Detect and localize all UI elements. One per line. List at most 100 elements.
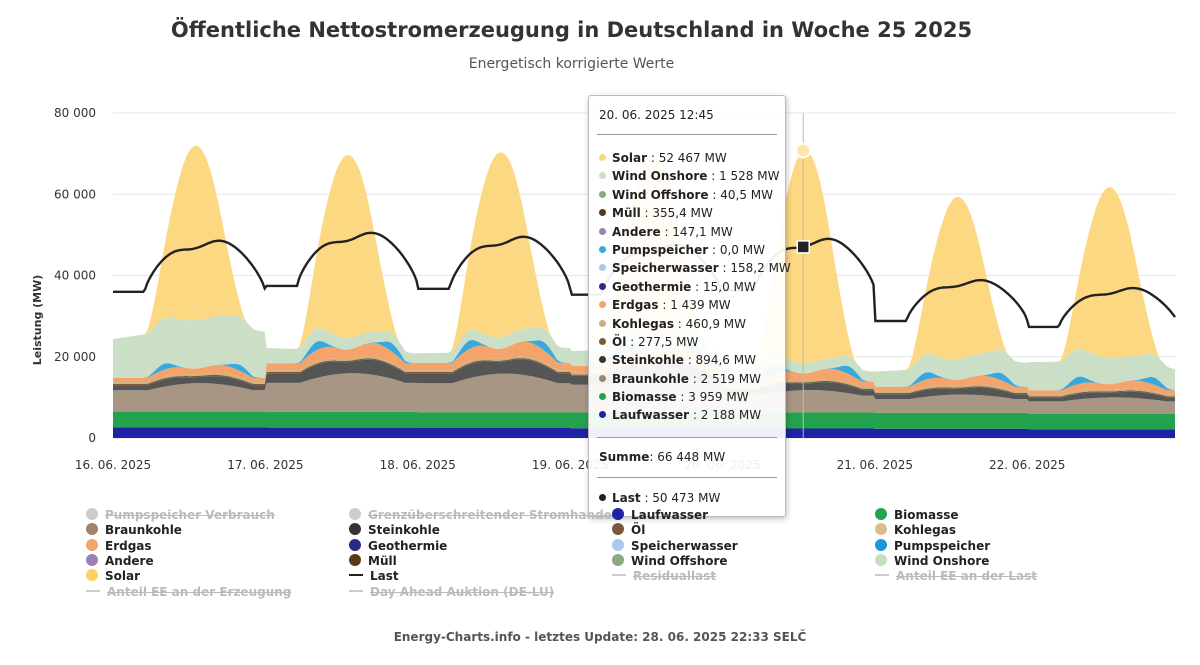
x-tick-label: 17. 06. 2025: [227, 458, 303, 472]
legend-line-icon: [349, 589, 363, 592]
legend-label: Solar: [105, 569, 141, 584]
tooltip-row-sep: :: [708, 187, 721, 202]
legend-label: Residuallast: [633, 569, 717, 584]
legend-label: Pumpspeicher: [894, 538, 991, 553]
tooltip-row-value: 3 959 MW: [688, 390, 749, 405]
chart-title: Öffentliche Nettostromerzeugung in Deuts…: [170, 18, 973, 42]
legend-item[interactable]: Andere: [86, 553, 154, 568]
legend-label: Day Ahead Auktion (DE-LU): [370, 584, 555, 599]
tooltip-row-label: Wind Offshore: [612, 187, 709, 202]
tooltip-row: Geothermie : 15,0 MW: [599, 278, 791, 296]
tooltip-row-label: Braunkohle: [612, 371, 689, 386]
tooltip-timestamp: 20. 06. 2025 12:45: [599, 108, 714, 122]
tooltip-row-value: 15,0 MW: [703, 279, 756, 294]
legend-dot-icon: [86, 569, 98, 582]
legend-label: Müll: [368, 553, 397, 568]
tooltip-row-dot: [599, 282, 606, 290]
tooltip-row-value: 894,6 MW: [695, 353, 756, 368]
legend-label: Öl: [631, 523, 646, 538]
legend-dot-icon: [875, 523, 887, 536]
y-tick-label: 80 000: [54, 106, 96, 120]
legend-item[interactable]: Solar: [86, 569, 140, 583]
tooltip-row-label: Öl: [612, 334, 627, 349]
legend-label: Steinkohle: [368, 523, 440, 538]
tooltip-row: Steinkohle : 894,6 MW: [599, 351, 791, 369]
legend-item[interactable]: Anteil EE an der Last: [875, 569, 1037, 583]
tooltip-row-label: Müll: [612, 206, 641, 221]
legend-item[interactable]: Braunkohle: [86, 523, 182, 537]
legend-item[interactable]: Anteil EE an der Erzeugung: [86, 585, 291, 599]
tooltip-last-label: Last: [612, 491, 641, 505]
legend-line-icon: [612, 574, 626, 577]
tooltip-row-value: 0,0 MW: [719, 242, 765, 257]
legend-item[interactable]: Öl: [612, 523, 645, 537]
legend-item[interactable]: Steinkohle: [349, 523, 440, 537]
tooltip-row-sep: :: [676, 390, 689, 405]
legend-item[interactable]: Wind Onshore: [875, 553, 990, 568]
tooltip-row-dot: [599, 190, 606, 198]
tooltip-row-dot: [599, 337, 606, 345]
legend-dot-icon: [86, 523, 98, 536]
tooltip-row-value: 147,1 MW: [672, 224, 733, 239]
tooltip-row-sep: :: [708, 242, 720, 257]
legend-item[interactable]: Last: [349, 569, 399, 583]
tooltip-rows: Solar : 52 467 MW Wind Onshore : 1 528 MW…: [599, 149, 791, 425]
area-steinkohle: [113, 359, 1175, 402]
tooltip-sum-label: Summe: [599, 450, 650, 464]
tooltip-divider: [597, 437, 777, 438]
legend-label: Braunkohle: [105, 523, 182, 538]
tooltip-row-value: 2 519 MW: [700, 371, 762, 386]
tooltip-row-sep: :: [640, 206, 653, 221]
tooltip-row-label: Wind Onshore: [612, 169, 708, 184]
x-tick-labels: 16. 06. 2025 17. 06. 2025 18. 06. 2025 19. …: [75, 458, 1066, 472]
legend-item[interactable]: Biomasse: [875, 508, 959, 522]
legend-item[interactable]: Pumpspeicher Verbrauch: [86, 508, 275, 522]
tooltip-row-dot: [599, 227, 606, 235]
legend-line-icon: [875, 574, 889, 577]
legend-item[interactable]: Day Ahead Auktion (DE-LU): [349, 585, 554, 599]
hover-markers: [795, 113, 812, 438]
legend-item[interactable]: Geothermie: [349, 538, 447, 553]
legend-item[interactable]: Erdgas: [86, 538, 152, 553]
legend-label: Grenzüberschreitender Stromhandel: [368, 508, 616, 522]
tooltip-row-sep: :: [691, 279, 703, 294]
tooltip-row-value: 40,5 MW: [720, 187, 774, 202]
tooltip-row-dot: [599, 209, 606, 217]
area-pumpspeicher: [113, 340, 1175, 391]
tooltip-divider: [597, 477, 777, 478]
tooltip-row-sep: :: [673, 316, 686, 331]
tooltip-row-dot: [599, 154, 606, 161]
legend-item[interactable]: Grenzüberschreitender Stromhandel: [349, 508, 616, 522]
tooltip-row-dot: [599, 301, 606, 309]
legend-item[interactable]: Residuallast: [612, 569, 716, 583]
tooltip-row-label: Speicherwasser: [612, 261, 719, 276]
tooltip-row-value: 52 467 MW: [658, 151, 727, 165]
legend-label: Anteil EE an der Erzeugung: [107, 584, 292, 599]
tooltip-last: Last : 50 473 MW: [599, 491, 720, 505]
legend-item[interactable]: Müll: [349, 553, 397, 568]
legend-dot-icon: [349, 508, 361, 520]
legend-item[interactable]: Wind Offshore: [612, 553, 728, 568]
footer-credits: Energy-Charts.info - letztes Update: 28.…: [393, 630, 807, 644]
tooltip-row-value: 2 188 MW: [700, 408, 762, 423]
x-tick-label: 21. 06. 2025: [837, 458, 913, 472]
legend-item[interactable]: Laufwasser: [612, 508, 708, 522]
legend-label: Wind Offshore: [631, 553, 728, 568]
tooltip-row-dot: [599, 264, 606, 272]
solar-marker: [795, 142, 812, 159]
tooltip-row-value: 158,2 MW: [730, 261, 791, 276]
legend-dot-icon: [875, 538, 887, 551]
legend-label: Wind Onshore: [894, 553, 990, 568]
legend-item[interactable]: Speicherwasser: [612, 538, 738, 553]
tooltip-row-label: Biomasse: [612, 390, 677, 405]
x-tick-label: 18. 06. 2025: [380, 458, 456, 472]
tooltip-row-sep: :: [689, 408, 701, 423]
legend-item[interactable]: Pumpspeicher: [875, 538, 991, 553]
tooltip-row-label: Solar: [612, 151, 648, 165]
legend-dot-icon: [612, 553, 624, 566]
tooltip-sum: Summe: 66 448 MW: [599, 450, 726, 464]
legend-dot-icon: [612, 508, 624, 520]
tooltip-row: Pumpspeicher : 0,0 MW: [599, 241, 791, 259]
legend-item[interactable]: Kohlegas: [875, 523, 956, 537]
tooltip-row: Solar : 52 467 MW: [599, 149, 791, 167]
